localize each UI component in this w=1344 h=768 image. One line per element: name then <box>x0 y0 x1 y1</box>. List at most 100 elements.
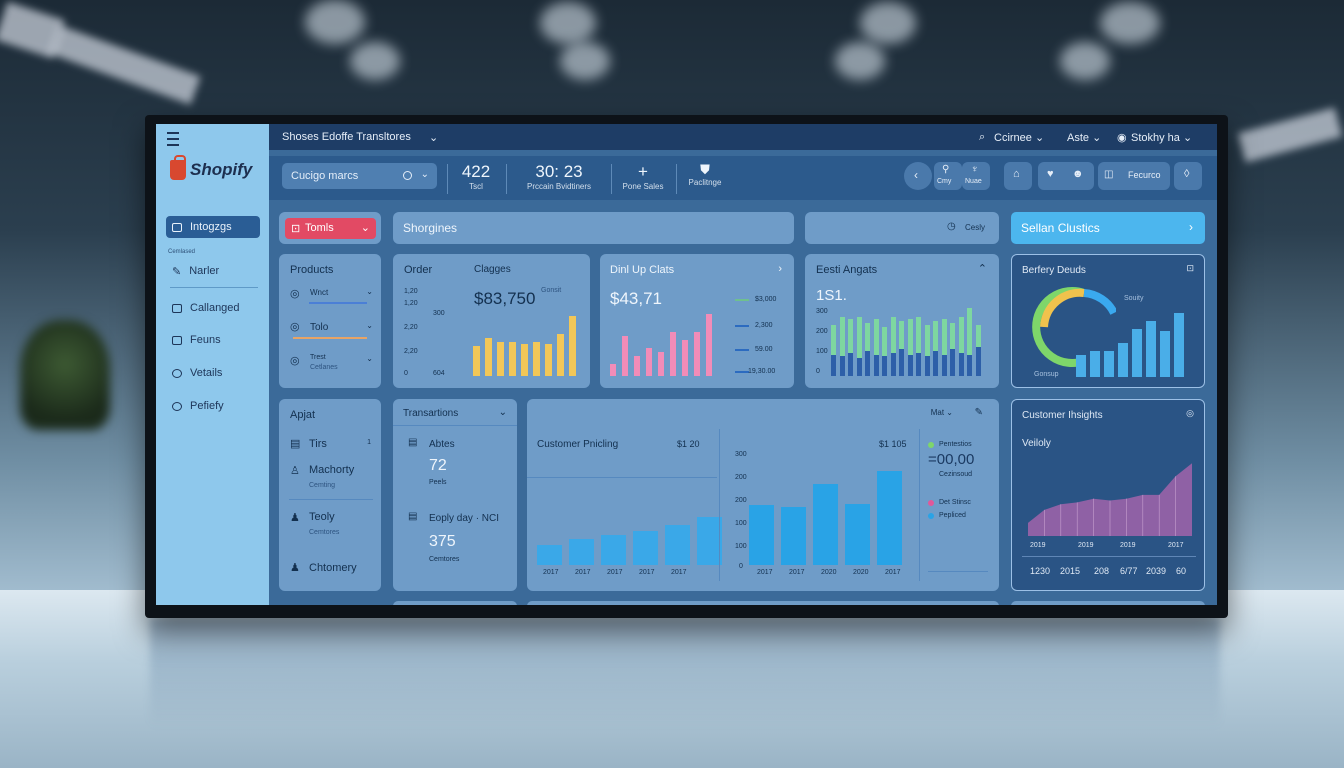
chart-bar[interactable] <box>1160 331 1170 377</box>
chart-bar[interactable] <box>839 356 845 376</box>
search-input[interactable]: Cucigo marcs ⌄ <box>282 163 437 189</box>
chart-bar[interactable] <box>557 334 564 376</box>
product-item-label[interactable]: Wnct <box>310 288 329 297</box>
chevron-down-icon[interactable]: ⌄ <box>366 321 373 330</box>
chart-bar[interactable] <box>899 321 904 376</box>
chart-bar[interactable] <box>749 505 774 565</box>
chart-bar[interactable] <box>907 319 913 376</box>
chart-bar[interactable] <box>694 332 700 376</box>
chart-bar[interactable] <box>521 344 528 376</box>
apjat-item-label[interactable]: Teoly <box>309 511 335 523</box>
apjat-item-label[interactable]: Machorty <box>309 464 355 476</box>
stat-settings[interactable]: ⛊ Paclitnge <box>682 162 728 187</box>
chart-bar[interactable] <box>569 316 576 376</box>
chart-bar[interactable] <box>706 314 712 376</box>
chevron-right-icon[interactable]: › <box>778 263 782 275</box>
chart-bar[interactable] <box>890 353 896 376</box>
chart-bar[interactable] <box>845 504 870 565</box>
apjat-item-label[interactable]: Tirs <box>309 438 327 450</box>
chart-bar[interactable] <box>569 539 594 565</box>
info-icon[interactable]: ◎ <box>1186 408 1194 418</box>
chart-bar[interactable] <box>781 507 806 565</box>
edit-icon[interactable]: ✎ <box>974 407 983 418</box>
chart-bar[interactable] <box>865 351 870 376</box>
chart-bar[interactable] <box>533 342 540 376</box>
shorgines-bar[interactable]: Shorgines <box>393 212 794 244</box>
chart-bar[interactable] <box>634 356 640 376</box>
toggle-group[interactable]: ♥ ☻ <box>1038 162 1094 190</box>
chart-bar[interactable] <box>907 355 913 376</box>
period-dropdown[interactable]: Mat ⌄ <box>930 408 953 417</box>
shopify-logo[interactable]: Shopify <box>170 155 252 180</box>
chevron-up-icon[interactable]: ⌃ <box>977 263 987 275</box>
chart-bar[interactable] <box>697 517 722 565</box>
chevron-down-icon[interactable]: ⌄ <box>366 354 373 363</box>
chart-bar[interactable] <box>831 325 836 376</box>
chart-bar[interactable] <box>856 317 862 376</box>
chart-bar[interactable] <box>839 317 845 376</box>
chart-bar[interactable] <box>831 355 836 376</box>
chart-bar[interactable] <box>497 342 504 376</box>
topbar-menu-ccirnee[interactable]: Ccirnee ⌄ <box>994 132 1045 144</box>
chart-bar[interactable] <box>958 317 964 376</box>
chart-bar[interactable] <box>958 353 964 376</box>
copy-bar[interactable]: ◷ Cesly <box>805 212 999 244</box>
sidebar-item-callanged[interactable]: Callanged <box>166 297 260 319</box>
chart-bar[interactable] <box>967 308 972 376</box>
chart-bar[interactable] <box>473 346 480 376</box>
chart-bar[interactable] <box>1174 313 1184 377</box>
hamburger-menu-icon[interactable] <box>167 132 179 146</box>
tools-dropdown[interactable]: ⊡ Tomls ⌄ <box>285 218 376 239</box>
topbar-menu-user[interactable]: Stokhy ha ⌄ <box>1131 132 1193 144</box>
chart-bar[interactable] <box>933 321 938 376</box>
chevron-down-icon[interactable]: ⌄ <box>498 407 507 418</box>
chart-bar[interactable] <box>916 317 921 376</box>
product-item-label[interactable]: Tolo <box>310 322 329 333</box>
user-icon[interactable]: ◉ <box>1117 132 1127 144</box>
chart-bar[interactable] <box>890 317 896 376</box>
chart-bar[interactable] <box>877 471 902 565</box>
product-item-label[interactable]: Trest <box>310 354 326 361</box>
chart-bar[interactable] <box>967 355 972 376</box>
sellan-clustics-button[interactable]: Sellan Clustics › <box>1011 212 1205 244</box>
sidebar-item-feuns[interactable]: Feuns <box>166 329 260 351</box>
chart-bar[interactable] <box>633 531 658 565</box>
chart-bar[interactable] <box>882 356 887 376</box>
sidebar-item-intogzgs[interactable]: Intogzgs <box>166 216 260 238</box>
chart-bar[interactable] <box>856 358 862 376</box>
chart-bar[interactable] <box>975 347 981 376</box>
chart-bar[interactable] <box>950 349 955 376</box>
chart-bar[interactable] <box>899 349 904 376</box>
chart-bar[interactable] <box>941 355 947 376</box>
chart-bar[interactable] <box>1104 351 1114 377</box>
chevron-down-icon[interactable]: ⌄ <box>420 169 429 180</box>
back-button[interactable]: ‹ <box>904 162 932 190</box>
chart-bar[interactable] <box>537 545 562 565</box>
search-icon[interactable]: ⌕ <box>979 131 986 143</box>
chart-bar[interactable] <box>1118 343 1128 377</box>
chart-bar[interactable] <box>848 353 853 376</box>
chart-bar[interactable] <box>646 348 652 376</box>
chart-bar[interactable] <box>485 338 492 376</box>
chart-bar[interactable] <box>882 327 887 376</box>
chart-bar[interactable] <box>1076 355 1086 377</box>
expand-icon[interactable]: ⊡ <box>1186 263 1194 273</box>
chart-bar[interactable] <box>873 355 879 376</box>
sidebar-item-vetails[interactable]: Vetails <box>166 362 260 384</box>
nuae-button[interactable]: ♆ Nuae <box>962 162 990 190</box>
chart-bar[interactable] <box>933 351 938 376</box>
chart-bar[interactable] <box>670 332 676 376</box>
chart-bar[interactable] <box>813 484 838 565</box>
chart-bar[interactable] <box>848 319 853 376</box>
chart-bar[interactable] <box>665 525 690 565</box>
topbar-menu-aste[interactable]: Aste ⌄ <box>1067 132 1102 144</box>
chart-bar[interactable] <box>916 353 921 376</box>
chart-bar[interactable] <box>873 319 879 376</box>
chart-bar[interactable] <box>610 364 616 376</box>
drop-button[interactable]: ◊ <box>1174 162 1202 190</box>
sidebar-item-narler[interactable]: ✎ Narler <box>166 260 260 282</box>
title-dropdown-chevron[interactable]: ⌄ <box>429 132 439 144</box>
chart-bar[interactable] <box>545 344 552 376</box>
chevron-down-icon[interactable]: ⌄ <box>366 287 373 296</box>
copy-button[interactable]: ⚲ Cmy <box>934 162 962 190</box>
